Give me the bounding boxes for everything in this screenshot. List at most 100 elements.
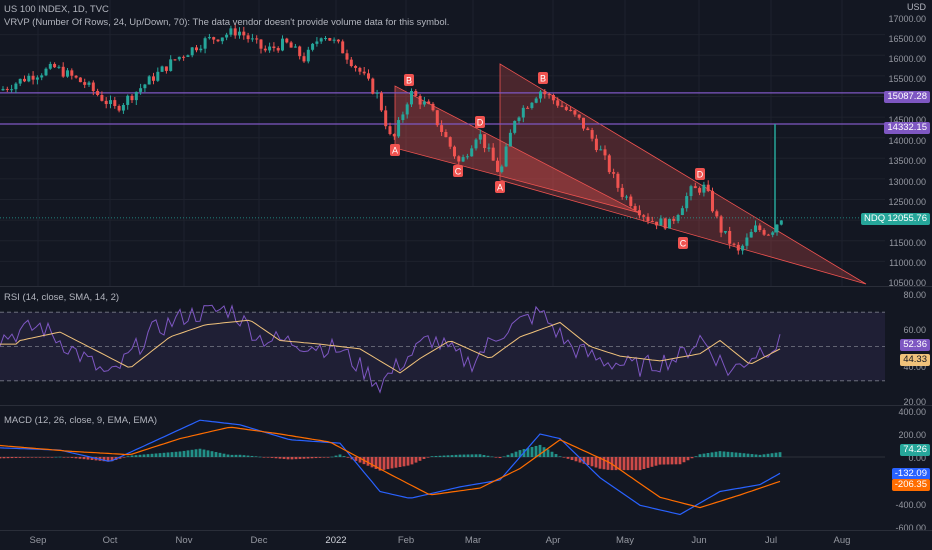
macd-histogram-bar: [490, 456, 494, 458]
time-axis[interactable]: Sep Oct Nov Dec 2022 Feb Mar Apr May Jun…: [0, 531, 932, 550]
macd-histogram-bar: [634, 457, 638, 471]
macd-histogram-bar: [770, 453, 774, 457]
macd-histogram-bar: [698, 454, 702, 457]
macd-line-tag[interactable]: -132.09: [891, 468, 930, 480]
macd-histogram-bar: [730, 452, 734, 457]
macd-histogram-bar: [450, 455, 454, 457]
macd-histogram-bar: [78, 457, 82, 459]
macd-histogram-bar: [190, 449, 194, 457]
macd-histogram-bar: [654, 457, 658, 466]
candle-body: [207, 37, 211, 39]
macd-tick: 0.00: [908, 453, 926, 463]
candlestick-chart[interactable]: A B C D A B C D: [0, 0, 885, 286]
candle-body: [603, 149, 607, 156]
candle-body: [594, 138, 598, 151]
candle-body: [646, 216, 650, 222]
candle-body: [5, 88, 9, 90]
macd-histogram-bar: [50, 457, 54, 458]
ticker-tag[interactable]: NDQ: [861, 213, 889, 225]
macd-histogram-bar: [670, 457, 674, 465]
time-tick: Feb: [397, 535, 415, 546]
macd-histogram-bar: [302, 457, 306, 459]
candle-body: [663, 218, 667, 229]
candle-body: [61, 66, 65, 77]
macd-histogram-bar: [10, 457, 14, 459]
macd-chart[interactable]: [0, 406, 885, 530]
candle-body: [749, 231, 753, 238]
macd-legend[interactable]: MACD (12, 26, close, 9, EMA, EMA): [4, 415, 158, 426]
macd-plot[interactable]: [0, 406, 885, 530]
level-high-tag[interactable]: 15087.28: [884, 91, 930, 103]
price-pane[interactable]: A B C D A B C D US 100 INDEX, 1D, TVC VRVP (Num…: [0, 0, 932, 288]
candle-body: [246, 35, 250, 40]
candle-body: [1, 88, 5, 91]
candle-body: [397, 120, 401, 137]
macd-signal-tag[interactable]: -206.35: [891, 479, 930, 491]
candle-body: [238, 31, 241, 36]
macd-axis[interactable]: 400.00 200.00 0.00 -400.00 -600.00 74.26…: [885, 406, 932, 533]
macd-histogram-bar: [638, 457, 642, 471]
macd-histogram-bar: [690, 457, 694, 459]
candle-body: [289, 42, 293, 48]
macd-histogram-bar: [374, 457, 378, 469]
macd-histogram-bar: [82, 457, 86, 460]
candle-body: [465, 156, 469, 158]
rsi-pane[interactable]: RSI (14, close, SMA, 14, 2) 80.00 60.00 …: [0, 287, 932, 407]
macd-histogram-bar: [242, 455, 246, 457]
candle-body: [422, 101, 426, 105]
macd-histogram-bar: [686, 457, 690, 461]
candle-body: [736, 244, 740, 251]
macd-pane[interactable]: MACD (12, 26, close, 9, EMA, EMA) 400.00…: [0, 406, 932, 533]
candle-body: [478, 134, 482, 140]
macd-histogram-bar: [182, 450, 186, 457]
candle-body: [418, 95, 422, 105]
candle-body: [444, 131, 448, 138]
rsi-axis[interactable]: 80.00 60.00 40.00 20.00 52.36 44.33: [885, 287, 932, 407]
macd-histogram-bar: [282, 457, 286, 459]
macd-histogram-bar: [234, 454, 238, 457]
candle-body: [491, 147, 495, 161]
macd-histogram-bar: [430, 456, 434, 457]
candle-body: [689, 186, 693, 197]
macd-histogram-bar: [714, 451, 718, 457]
candle-body: [139, 88, 143, 92]
rsi-value-tag[interactable]: 52.36: [900, 339, 930, 351]
symbol-title[interactable]: US 100 INDEX, 1D, TVC: [4, 4, 109, 15]
level-low-tag[interactable]: 14332.15: [884, 122, 930, 134]
macd-histogram-bar: [574, 457, 578, 462]
rsi-tick: 20.00: [903, 397, 926, 407]
pane-separator[interactable]: [0, 405, 932, 406]
pane-separator[interactable]: [0, 286, 932, 287]
macd-histogram-bar: [270, 457, 274, 458]
candle-body: [435, 110, 439, 126]
macd-histogram-bar: [90, 457, 94, 460]
pattern-label-a: A: [497, 183, 503, 193]
rsi-sma-tag[interactable]: 44.33: [900, 354, 930, 366]
macd-hist-tag[interactable]: 74.26: [900, 444, 930, 456]
candle-body: [328, 38, 332, 41]
macd-histogram-bar: [630, 457, 634, 471]
candle-body: [547, 94, 551, 96]
pane-separator[interactable]: [0, 530, 932, 531]
candle-body: [212, 37, 216, 40]
macd-histogram-bar: [722, 451, 726, 457]
candle-body: [483, 134, 487, 149]
candle-body: [569, 109, 573, 111]
candle-body: [285, 38, 289, 43]
macd-histogram-bar: [406, 457, 410, 466]
candle-body: [186, 55, 190, 57]
macd-histogram-bar: [258, 456, 262, 458]
price-plot[interactable]: A B C D A B C D: [0, 0, 885, 286]
macd-histogram-bar: [562, 457, 566, 458]
macd-histogram-bar: [718, 451, 722, 457]
time-tick: Aug: [833, 535, 851, 546]
rsi-sma-line: [0, 319, 781, 374]
rsi-chart[interactable]: [0, 287, 885, 404]
rsi-plot[interactable]: [0, 287, 885, 404]
last-price-tag[interactable]: 12055.76: [884, 213, 930, 225]
pattern-label-b: B: [540, 74, 546, 84]
price-tick: 16500.00: [888, 34, 926, 44]
rsi-legend[interactable]: RSI (14, close, SMA, 14, 2): [4, 292, 120, 303]
price-axis[interactable]: USD 17000.00 16500.00 16000.00 15500.00 …: [884, 0, 932, 288]
candle-body: [160, 66, 164, 72]
